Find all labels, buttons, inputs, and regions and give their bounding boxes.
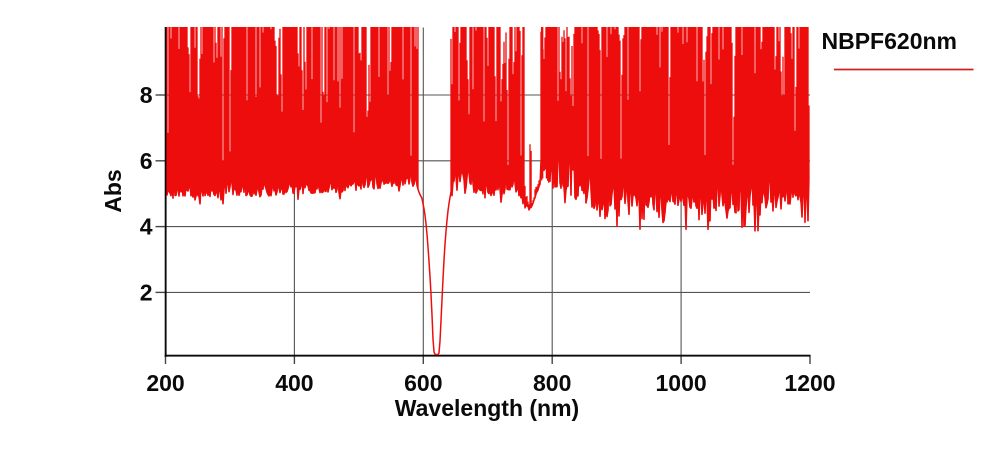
svg-text:1000: 1000	[656, 370, 707, 396]
svg-text:NBPF620nm: NBPF620nm	[822, 28, 957, 54]
svg-text:6: 6	[140, 148, 153, 174]
svg-text:200: 200	[146, 370, 184, 396]
svg-text:400: 400	[275, 370, 313, 396]
svg-text:600: 600	[404, 370, 442, 396]
svg-text:Wavelength (nm): Wavelength (nm)	[395, 395, 579, 421]
svg-text:1200: 1200	[784, 370, 835, 396]
svg-text:2: 2	[140, 279, 153, 305]
svg-text:Abs: Abs	[100, 169, 126, 212]
svg-text:4: 4	[140, 214, 153, 240]
svg-text:800: 800	[533, 370, 571, 396]
svg-text:8: 8	[140, 82, 153, 108]
